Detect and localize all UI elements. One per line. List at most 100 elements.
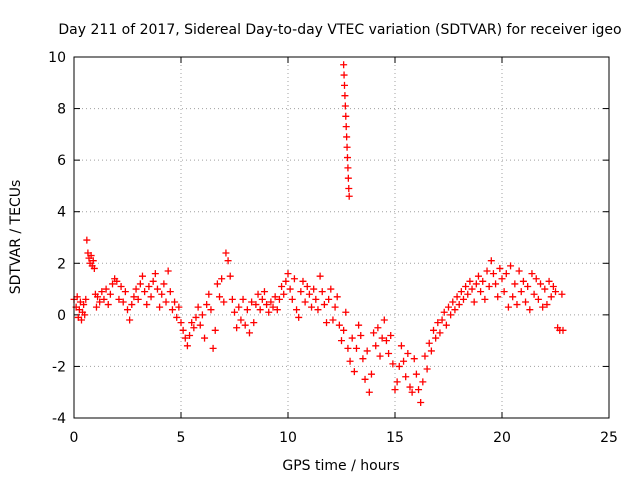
x-axis-label: GPS time / hours bbox=[282, 458, 399, 474]
data-point bbox=[372, 342, 380, 350]
data-point bbox=[194, 303, 202, 311]
data-point bbox=[462, 282, 470, 290]
data-point bbox=[211, 326, 219, 334]
data-point bbox=[343, 133, 351, 141]
data-point bbox=[318, 288, 326, 296]
data-point bbox=[183, 342, 191, 350]
data-point bbox=[442, 321, 450, 329]
data-point bbox=[81, 311, 89, 319]
data-point bbox=[100, 295, 108, 303]
data-point bbox=[237, 316, 245, 324]
data-point bbox=[376, 352, 384, 360]
data-point bbox=[559, 326, 567, 334]
data-point bbox=[104, 301, 112, 309]
data-point bbox=[342, 308, 350, 316]
data-point bbox=[316, 272, 324, 280]
data-point bbox=[359, 355, 367, 363]
data-point bbox=[301, 298, 309, 306]
data-point bbox=[171, 298, 179, 306]
data-point bbox=[534, 295, 542, 303]
x-tick-label: 15 bbox=[386, 430, 404, 446]
data-point bbox=[239, 295, 247, 303]
data-point bbox=[73, 293, 81, 301]
data-point bbox=[419, 378, 427, 386]
data-point bbox=[80, 301, 88, 309]
data-point bbox=[222, 249, 230, 257]
data-point bbox=[367, 370, 375, 378]
data-point bbox=[472, 280, 480, 288]
data-point bbox=[451, 306, 459, 314]
data-point bbox=[502, 270, 510, 278]
data-point bbox=[124, 306, 131, 314]
data-point bbox=[500, 288, 508, 296]
data-point bbox=[335, 321, 343, 329]
data-point bbox=[258, 295, 266, 303]
data-point bbox=[245, 329, 253, 337]
y-tick-label: 4 bbox=[57, 205, 66, 221]
data-point bbox=[209, 344, 217, 352]
data-point bbox=[558, 290, 566, 298]
data-point bbox=[156, 303, 164, 311]
data-point bbox=[173, 313, 181, 321]
data-point bbox=[474, 272, 482, 280]
data-point bbox=[325, 295, 333, 303]
data-point bbox=[340, 61, 348, 69]
data-point bbox=[434, 319, 442, 327]
data-point bbox=[385, 350, 393, 358]
data-point bbox=[96, 298, 104, 306]
data-point bbox=[391, 386, 399, 394]
data-point bbox=[459, 295, 467, 303]
data-point bbox=[436, 329, 444, 337]
data-point bbox=[94, 293, 102, 301]
data-point bbox=[509, 293, 517, 301]
data-point bbox=[370, 329, 378, 337]
data-point bbox=[329, 316, 337, 324]
data-point bbox=[198, 311, 206, 319]
data-point bbox=[430, 326, 438, 334]
data-point bbox=[186, 331, 194, 339]
data-point bbox=[549, 282, 557, 290]
data-point bbox=[243, 306, 251, 314]
data-point bbox=[162, 298, 170, 306]
data-point bbox=[207, 306, 215, 314]
data-point bbox=[295, 313, 303, 321]
x-tick-label: 10 bbox=[279, 430, 297, 446]
data-point bbox=[374, 324, 382, 332]
data-point bbox=[288, 295, 296, 303]
data-point bbox=[345, 192, 353, 200]
data-point bbox=[271, 293, 279, 301]
data-point bbox=[265, 308, 273, 316]
data-point bbox=[423, 365, 431, 373]
data-point bbox=[342, 123, 350, 131]
data-point bbox=[400, 357, 408, 365]
data-point bbox=[438, 316, 446, 324]
data-point bbox=[340, 81, 348, 89]
data-point bbox=[280, 290, 288, 298]
data-point bbox=[464, 290, 472, 298]
data-point bbox=[519, 277, 527, 285]
data-point bbox=[365, 388, 373, 396]
data-point bbox=[421, 352, 429, 360]
data-point bbox=[485, 282, 493, 290]
data-point bbox=[320, 301, 328, 309]
data-point bbox=[341, 92, 349, 100]
data-point bbox=[532, 275, 540, 283]
data-point bbox=[511, 280, 519, 288]
data-point bbox=[363, 347, 371, 355]
data-point bbox=[447, 311, 455, 319]
data-point bbox=[278, 282, 286, 290]
data-point bbox=[303, 282, 311, 290]
data-point bbox=[312, 295, 320, 303]
x-tick-label: 0 bbox=[70, 430, 79, 446]
data-point bbox=[113, 277, 121, 285]
data-points bbox=[70, 61, 567, 407]
data-point bbox=[477, 288, 485, 296]
data-point bbox=[82, 295, 90, 303]
data-point bbox=[134, 295, 142, 303]
data-point bbox=[269, 303, 277, 311]
data-point bbox=[445, 303, 452, 311]
data-point bbox=[344, 344, 352, 352]
data-point bbox=[541, 285, 549, 293]
data-point bbox=[282, 277, 290, 285]
